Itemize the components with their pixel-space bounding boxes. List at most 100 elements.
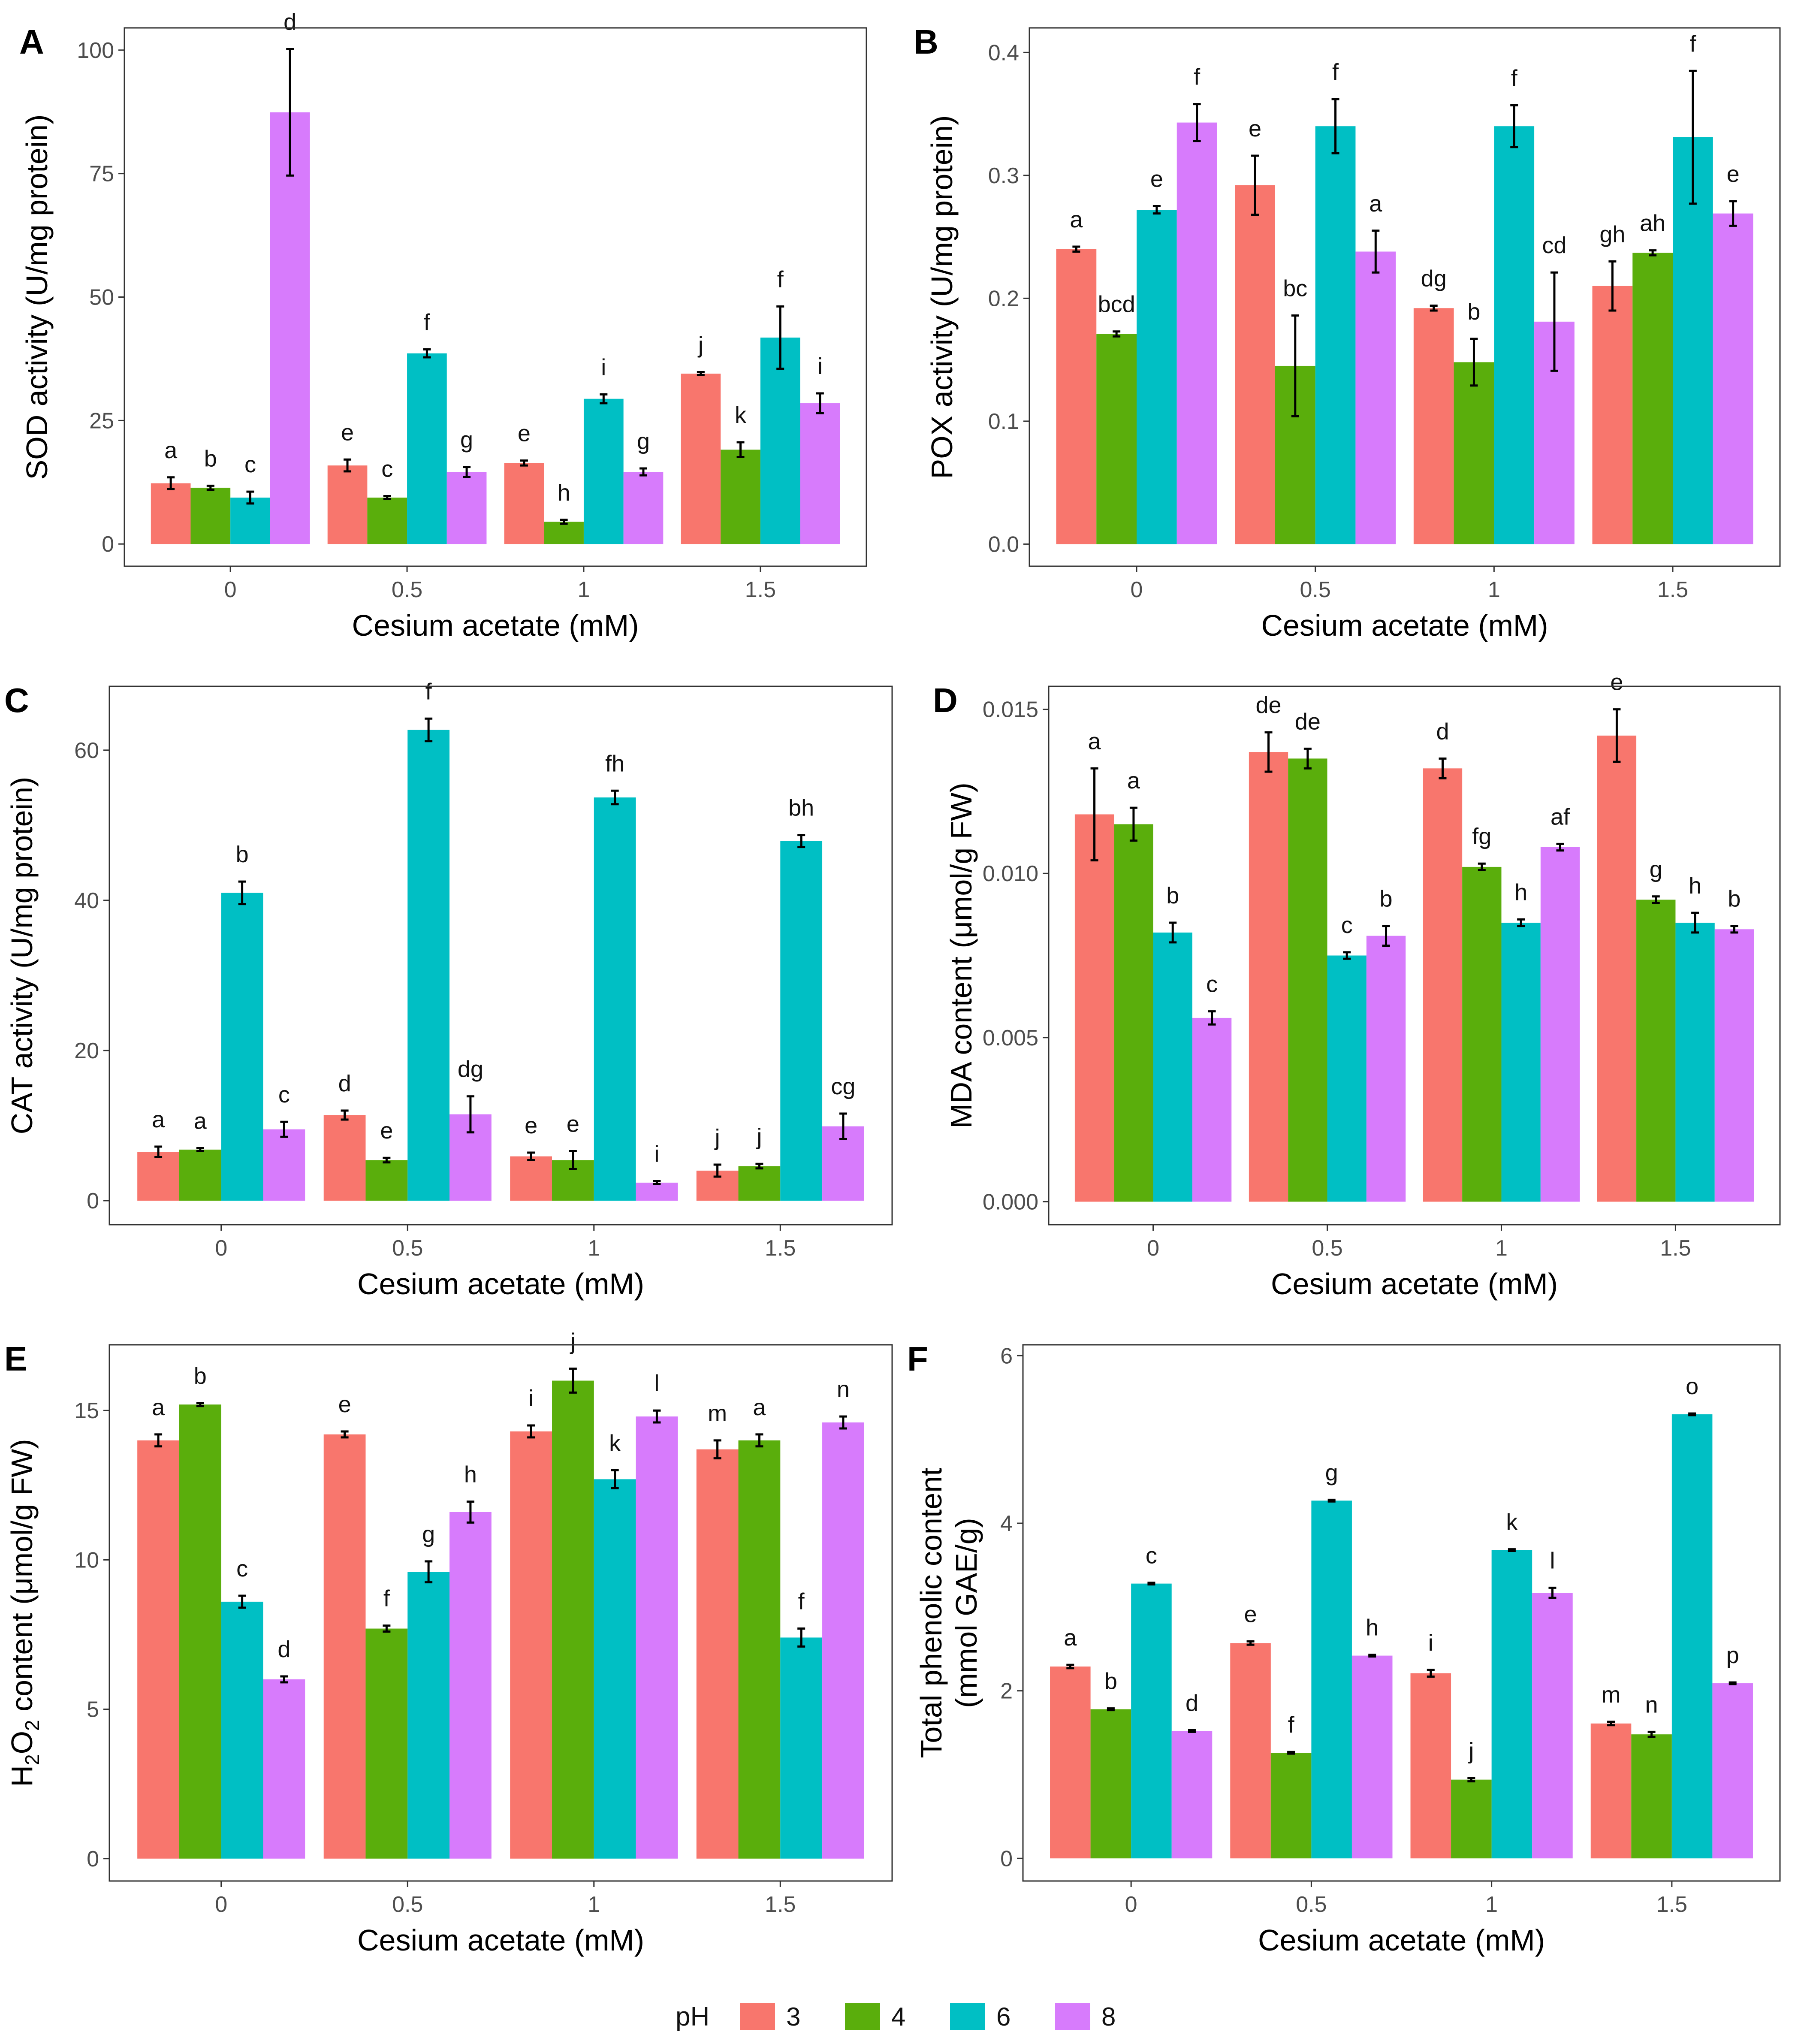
y-axis-label: SOD activity (U/mg protein) <box>20 115 54 480</box>
significance-letter: i <box>818 353 823 379</box>
bar <box>510 1156 552 1201</box>
error-bar <box>1066 1664 1074 1670</box>
plot-frame <box>109 1344 893 1882</box>
significance-letter: c <box>278 1082 290 1108</box>
error-bar <box>1090 767 1098 862</box>
error-bar <box>569 1368 577 1394</box>
y-tick-label: 0 <box>87 1189 99 1214</box>
plot-frame <box>1022 1344 1781 1882</box>
bar <box>367 497 407 544</box>
bar <box>1315 126 1356 544</box>
x-tick-label: 1 <box>1485 1892 1498 1917</box>
bar <box>504 463 544 544</box>
x-tick-label: 1 <box>577 577 590 602</box>
x-axis-label: Cesium acetate (mM) <box>357 1267 644 1301</box>
error-bar <box>611 789 619 806</box>
error-bar <box>1152 205 1161 215</box>
significance-letter: ah <box>1640 211 1665 236</box>
x-tick-label: 0.5 <box>392 1892 423 1917</box>
error-bar <box>383 1624 391 1633</box>
significance-letter: l <box>654 1371 659 1396</box>
bar <box>822 1422 864 1859</box>
bar <box>1532 1593 1573 1859</box>
bar <box>1366 936 1406 1202</box>
bar <box>1494 126 1535 544</box>
bar <box>1249 752 1288 1202</box>
significance-letter: a <box>152 1107 165 1132</box>
error-bar <box>1264 731 1273 773</box>
error-bar <box>1550 271 1558 372</box>
x-tick-label: 0 <box>215 1236 227 1261</box>
significance-letter: e <box>380 1118 393 1144</box>
legend: pH 3 4 6 8 <box>676 2002 1116 2032</box>
x-axis-label: Cesium acetate (mM) <box>352 609 639 642</box>
bar <box>446 472 487 544</box>
significance-letter: m <box>1602 1682 1621 1708</box>
bar <box>179 1404 221 1859</box>
significance-letter: a <box>1064 1625 1077 1651</box>
bar <box>323 1115 366 1201</box>
plot-frame <box>1029 27 1781 567</box>
bar <box>1311 1501 1352 1859</box>
error-bar <box>527 1424 535 1439</box>
significance-letter: m <box>708 1401 727 1426</box>
error-bar <box>154 1145 163 1158</box>
panel-f: Fa e i m b f j n c g k o d h l p 0 2 4 6 0 0.5 1 1.5 Cesium acet… <box>907 1340 1781 1957</box>
x-tick-label: 1 <box>1488 577 1500 602</box>
significance-letter: a <box>164 438 178 463</box>
panel-label: F <box>907 1340 928 1378</box>
x-tick-label: 1.5 <box>1657 577 1688 602</box>
error-bar <box>1113 330 1121 338</box>
significance-letter: e <box>1249 116 1261 142</box>
bar <box>636 1182 678 1201</box>
significance-letter: bc <box>1283 275 1307 301</box>
significance-letter: c <box>236 1556 248 1582</box>
error-bar <box>463 466 471 478</box>
error-bar <box>1478 862 1486 872</box>
significance-letter: j <box>1468 1738 1474 1764</box>
y-axis-label: CAT activity (U/mg protein) <box>5 777 39 1135</box>
significance-letter: a <box>1127 768 1140 794</box>
significance-letter: f <box>424 310 431 335</box>
significance-letter: o <box>1686 1374 1698 1399</box>
error-bar <box>1730 925 1738 934</box>
significance-letter: f <box>1511 66 1518 91</box>
error-bar <box>653 1409 661 1424</box>
bar <box>1462 867 1502 1202</box>
error-bar <box>246 490 254 505</box>
legend-item: 3 <box>740 2002 800 2031</box>
x-tick-label: 1.5 <box>745 577 776 602</box>
error-bar <box>1470 338 1478 387</box>
significance-letter: b <box>1104 1669 1117 1694</box>
bar <box>1673 137 1713 544</box>
x-tick-label: 1.5 <box>1660 1236 1691 1261</box>
error-bar <box>1688 1412 1696 1416</box>
error-bar <box>639 467 647 477</box>
bar <box>1632 253 1673 544</box>
bar <box>1235 185 1275 544</box>
error-bar <box>1251 154 1259 216</box>
significance-letter: g <box>1650 857 1662 882</box>
significance-letter: de <box>1255 692 1281 718</box>
y-tick-label: 60 <box>74 738 99 763</box>
bar <box>1713 213 1753 544</box>
panel-label: D <box>933 681 958 719</box>
significance-letter: p <box>1726 1642 1739 1668</box>
significance-letter: f <box>1332 59 1339 85</box>
error-bar <box>1169 921 1177 944</box>
bar <box>738 1440 781 1859</box>
bar <box>179 1149 221 1201</box>
significance-letter: e <box>1244 1601 1257 1627</box>
error-bar <box>1368 1654 1376 1658</box>
bar <box>1454 362 1494 544</box>
y-tick-label: 4 <box>1000 1511 1013 1536</box>
error-bar <box>1649 249 1657 257</box>
bar <box>1171 1731 1213 1859</box>
y-tick-label: 0.0 <box>988 532 1019 557</box>
error-bar <box>1608 260 1617 312</box>
significance-letter: fh <box>605 751 624 776</box>
significance-letter: a <box>1369 191 1382 217</box>
error-bar <box>466 1501 474 1524</box>
bar <box>1413 308 1454 544</box>
bar <box>1131 1583 1172 1859</box>
